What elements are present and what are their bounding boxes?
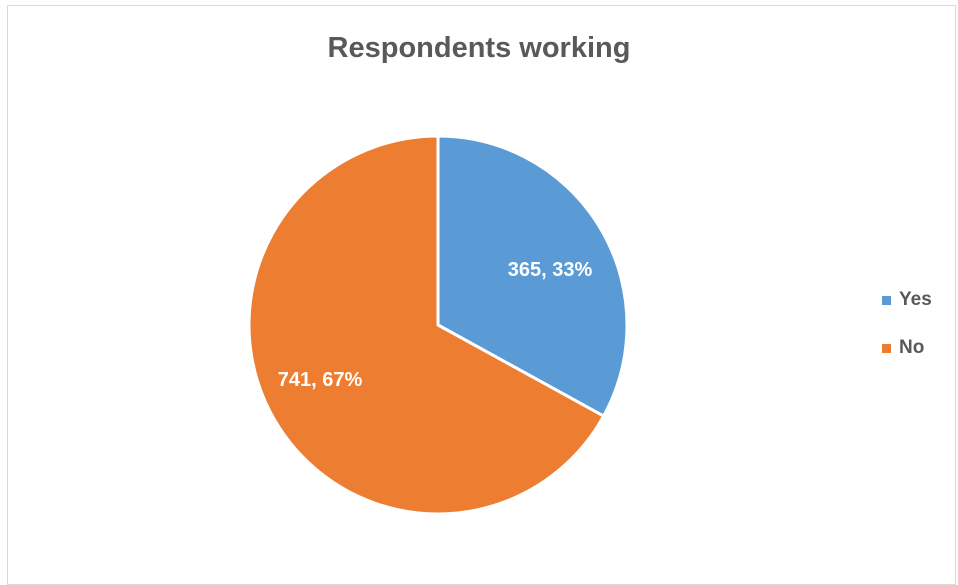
pie-slice-no [247, 134, 606, 516]
data-label-yes: 365, 33% [508, 259, 593, 281]
legend-item-yes: Yes [882, 289, 932, 311]
chart-title: Respondents working [327, 32, 631, 64]
legend-item-no: No [882, 337, 932, 359]
legend-swatch-no [882, 343, 891, 353]
data-label-no: 741, 67% [278, 369, 363, 391]
legend: Yes No [882, 289, 932, 385]
legend-swatch-yes [882, 295, 891, 305]
pie-slice-yes [436, 134, 629, 418]
legend-label-yes: Yes [899, 289, 932, 310]
legend-label-no: No [899, 337, 925, 358]
